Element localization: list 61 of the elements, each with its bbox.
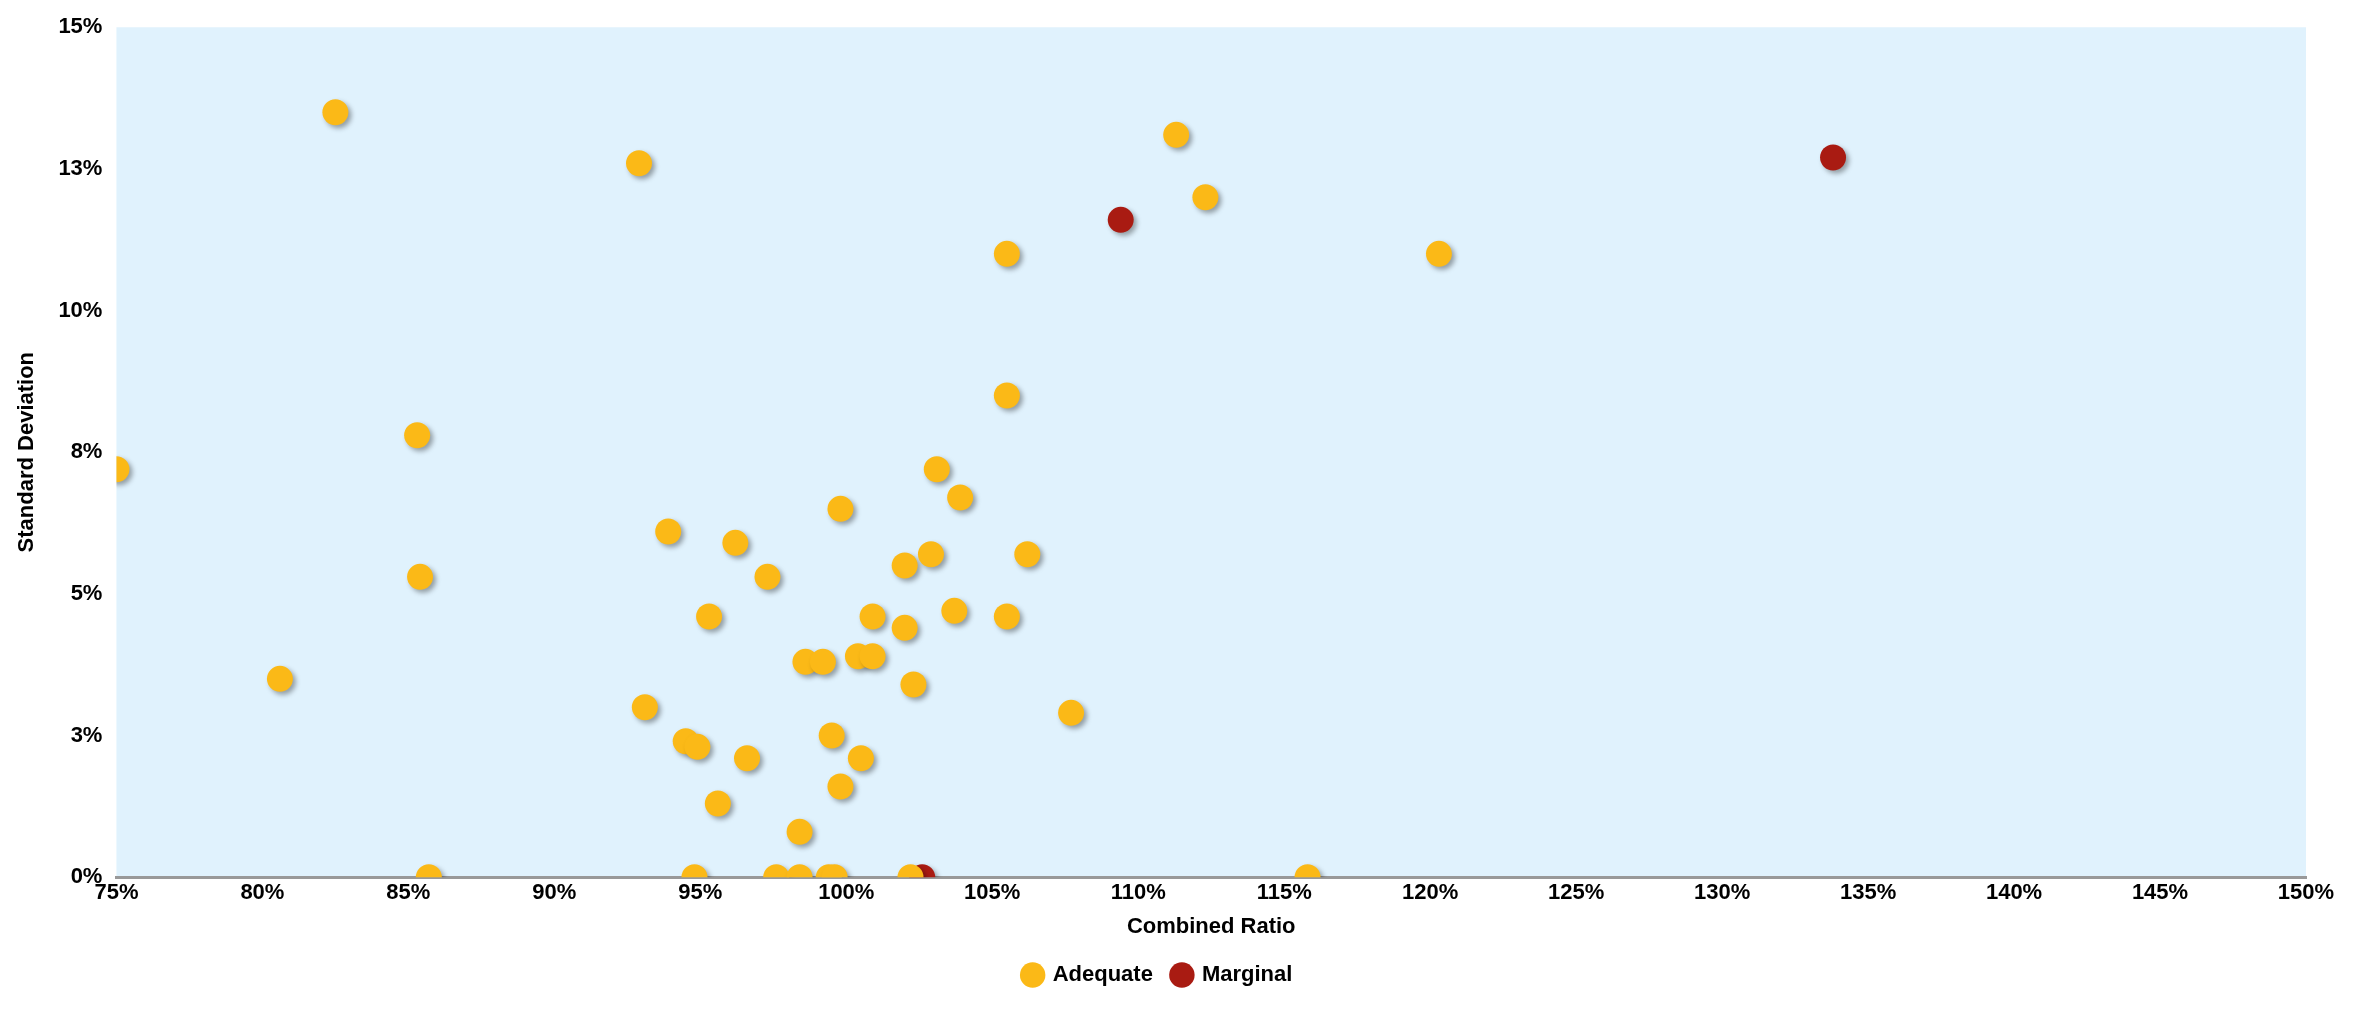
point xyxy=(322,99,349,126)
x-tick-label: 150% xyxy=(2277,879,2335,905)
point xyxy=(1192,184,1219,211)
y-tick-label: 15% xyxy=(58,13,103,39)
point xyxy=(1014,541,1041,568)
point xyxy=(1058,699,1085,726)
y-tick-label: 3% xyxy=(70,721,103,747)
point xyxy=(734,745,761,772)
point xyxy=(827,495,854,522)
x-tick-label: 95% xyxy=(678,879,723,905)
point xyxy=(917,541,944,568)
x-tick-label: 110% xyxy=(1110,879,1166,905)
point xyxy=(1820,144,1847,171)
point xyxy=(754,563,781,590)
point xyxy=(900,671,927,698)
x-tick-label: 115% xyxy=(1256,879,1312,905)
point xyxy=(891,614,918,641)
point xyxy=(891,552,918,579)
point xyxy=(993,603,1020,630)
y-tick-label: 8% xyxy=(70,438,103,464)
point xyxy=(941,597,968,624)
point xyxy=(827,773,854,800)
point xyxy=(631,694,658,721)
point xyxy=(947,484,974,511)
y-axis-title: Standard Deviation xyxy=(13,351,39,553)
y-tick-label: 5% xyxy=(70,579,103,605)
point xyxy=(684,733,711,760)
x-tick-label: 145% xyxy=(2131,879,2189,905)
point xyxy=(786,818,813,845)
y-tick-label: 10% xyxy=(58,296,103,322)
point xyxy=(818,722,845,749)
x-tick-label: 120% xyxy=(1402,879,1459,905)
x-tick-label: 80% xyxy=(240,879,285,905)
point xyxy=(626,150,653,177)
point xyxy=(704,790,731,817)
legend-label: Adequate xyxy=(1052,961,1153,987)
point xyxy=(923,456,950,483)
point xyxy=(722,529,749,556)
point xyxy=(847,745,874,772)
y-tick-label: 13% xyxy=(58,154,103,180)
point xyxy=(1107,206,1134,233)
point xyxy=(696,603,723,630)
x-tick-label: 85% xyxy=(386,879,431,905)
x-tick-label: 125% xyxy=(1548,879,1605,905)
x-tick-label: 100% xyxy=(818,879,875,905)
point xyxy=(266,665,293,692)
point xyxy=(993,240,1020,267)
point xyxy=(404,422,431,449)
x-tick-label: 90% xyxy=(532,879,577,905)
x-tick-label: 105% xyxy=(964,879,1021,905)
point xyxy=(407,563,434,590)
x-axis-title: Combined Ratio xyxy=(1126,912,1296,938)
x-tick-label: 140% xyxy=(1985,879,2043,905)
point xyxy=(993,382,1020,409)
x-tick-label: 135% xyxy=(1839,879,1897,905)
point xyxy=(655,518,682,545)
legend-label: Marginal xyxy=(1201,961,1293,987)
point xyxy=(1425,240,1452,267)
point xyxy=(859,603,886,630)
x-tick-label: 130% xyxy=(1693,879,1751,905)
point xyxy=(1163,121,1190,148)
